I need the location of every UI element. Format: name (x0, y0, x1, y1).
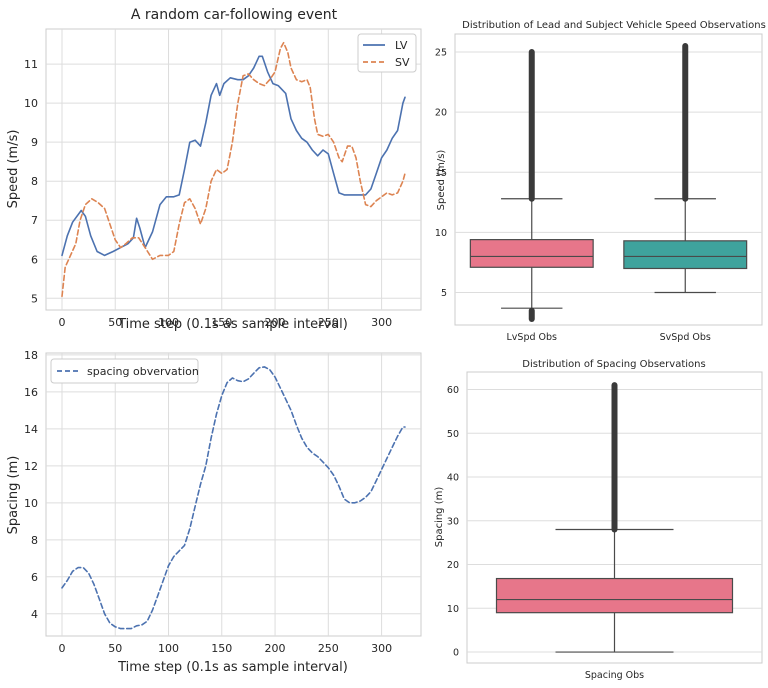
y-tick-label: 14 (24, 423, 38, 436)
spacing-x-ticks: 0 50 100 150 200 250 300 (58, 642, 392, 655)
y-tick-label: 30 (447, 516, 459, 527)
spacing-box-y-ticks: 0 10 20 30 40 50 60 (447, 385, 459, 659)
box-iqr (495, 577, 734, 614)
y-tick-label: 10 (435, 228, 447, 239)
y-tick-label: 25 (435, 48, 447, 59)
speed-plot-area (45, 28, 422, 311)
x-tick-label: 300 (371, 316, 392, 329)
series-line-sv (61, 41, 406, 298)
speed-box-title: Distribution of Lead and Subject Vehicle… (462, 20, 766, 31)
y-tick-label: 40 (447, 473, 459, 484)
y-tick-label: 0 (453, 648, 459, 659)
box-group (623, 43, 748, 294)
y-tick-label: 11 (24, 58, 38, 71)
x-tick-label: SvSpd Obs (660, 332, 711, 343)
x-tick-label: 100 (158, 316, 179, 329)
y-tick-label: 10 (24, 497, 38, 510)
x-tick-label: 50 (108, 642, 122, 655)
speed-line-chart: A random car-following event 5 6 7 8 9 10 11 0… (6, 7, 422, 332)
spacing-plot-area (45, 352, 422, 637)
spacing-legend-box (50, 358, 199, 384)
spacing-box-y-axis-label: Spacing (m) (434, 487, 445, 548)
spacing-box-chart: Distribution of Spacing Observations 0 10… (434, 359, 763, 681)
spacing-y-axis-label: Spacing (m) (6, 456, 21, 535)
spacing-box-title: Distribution of Spacing Observations (522, 359, 705, 370)
x-tick-label: 150 (211, 316, 232, 329)
speed-box-plot-area (454, 33, 763, 326)
x-tick-label: LvSpd Obs (507, 332, 558, 343)
speed-box-marks (469, 43, 748, 322)
legend-spacing-label: spacing obvervation (87, 365, 199, 378)
box-group (495, 382, 734, 653)
y-tick-label: 5 (31, 292, 38, 305)
speed-x-ticks: 0 50 100 150 200 250 300 (58, 316, 392, 329)
spacing-box-marks (495, 382, 734, 653)
speed-legend: LV SV (357, 33, 417, 73)
spacing-y-ticks: 4 6 8 10 12 14 16 18 (24, 349, 38, 621)
spacing-line-chart: 4 6 8 10 12 14 16 18 0 50 100 150 200 250 300 Time st… (6, 349, 422, 675)
spacing-series (61, 366, 406, 630)
legend-lv-label: LV (395, 39, 408, 52)
y-tick-label: 6 (31, 571, 38, 584)
speed-y-axis-label: Speed (m/s) (6, 130, 21, 209)
y-tick-label: 10 (447, 604, 459, 615)
speed-box-chart: Distribution of Lead and Subject Vehicle… (435, 20, 766, 343)
series-line-spacing-obvervation (61, 366, 406, 630)
spacing-box-x-ticks: Spacing Obs (585, 670, 644, 681)
y-tick-label: 16 (24, 386, 38, 399)
y-tick-label: 12 (24, 460, 38, 473)
spacing-legend: spacing obvervation (50, 358, 199, 384)
box-iqr (623, 240, 748, 270)
speed-x-axis-label: Time step (0.1s as sample interval) (117, 317, 348, 332)
y-tick-label: 9 (31, 136, 38, 149)
y-tick-label: 7 (31, 214, 38, 227)
y-tick-label: 8 (31, 175, 38, 188)
y-tick-label: 50 (447, 429, 459, 440)
x-tick-label: 200 (265, 642, 286, 655)
speed-box-gridlines (455, 51, 762, 294)
speed-chart-title: A random car-following event (131, 7, 338, 23)
x-tick-label: 0 (58, 316, 65, 329)
spacing-x-axis-label: Time step (0.1s as sample interval) (117, 660, 348, 675)
speed-series (61, 41, 406, 298)
box-iqr (469, 239, 594, 268)
x-tick-label: 50 (108, 316, 122, 329)
y-tick-label: 18 (24, 349, 38, 362)
speed-box-x-ticks: LvSpd Obs SvSpd Obs (507, 332, 711, 343)
x-tick-label: 250 (318, 316, 339, 329)
speed-gridlines (46, 29, 421, 310)
speed-box-y-ticks: 5 10 15 20 25 (435, 48, 447, 299)
x-tick-label: Spacing Obs (585, 670, 644, 681)
speed-box-y-axis-label: Speed (m/s) (436, 150, 447, 211)
legend-sv-label: SV (395, 56, 410, 69)
y-tick-label: 4 (31, 608, 38, 621)
series-line-lv (61, 55, 406, 257)
y-tick-label: 8 (31, 534, 38, 547)
y-tick-label: 6 (31, 253, 38, 266)
y-tick-label: 20 (435, 108, 447, 119)
y-tick-label: 15 (435, 168, 447, 179)
speed-y-ticks: 5 6 7 8 9 10 11 (24, 58, 38, 305)
box-group (469, 49, 594, 322)
x-tick-label: 150 (211, 642, 232, 655)
spacing-gridlines (46, 353, 421, 636)
y-tick-label: 20 (447, 560, 459, 571)
y-tick-label: 10 (24, 97, 38, 110)
y-tick-label: 5 (441, 288, 447, 299)
y-tick-label: 60 (447, 385, 459, 396)
x-tick-label: 100 (158, 642, 179, 655)
x-tick-label: 0 (58, 642, 65, 655)
x-tick-label: 300 (371, 642, 392, 655)
x-tick-label: 200 (265, 316, 286, 329)
x-tick-label: 250 (318, 642, 339, 655)
